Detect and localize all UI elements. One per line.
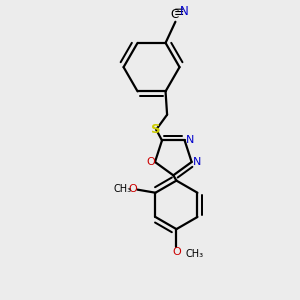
Text: ≡: ≡: [174, 6, 185, 19]
Text: CH₃: CH₃: [186, 249, 204, 259]
Text: O: O: [172, 247, 181, 257]
Text: CH₃: CH₃: [114, 184, 132, 194]
Text: S: S: [152, 123, 161, 136]
Text: N: N: [186, 134, 194, 145]
Text: O: O: [129, 184, 137, 194]
Text: C: C: [170, 8, 178, 21]
Text: N: N: [193, 157, 201, 167]
Text: O: O: [146, 157, 155, 167]
Text: N: N: [180, 5, 189, 18]
